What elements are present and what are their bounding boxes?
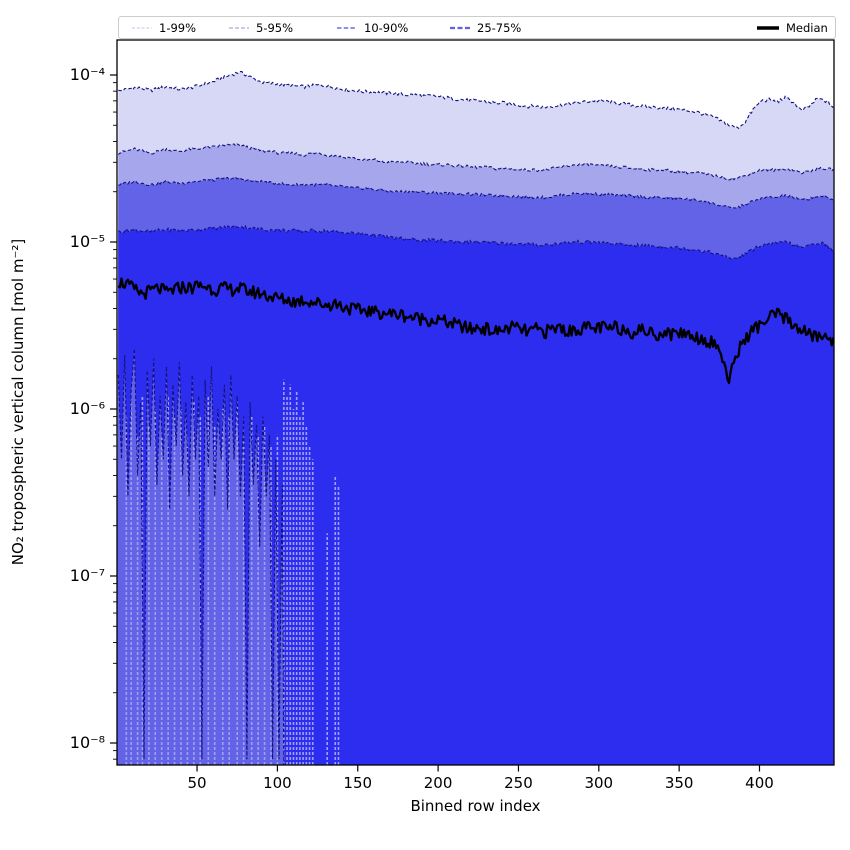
edge-25-lower [117, 348, 285, 765]
y-tick-label: 10⁻⁴ [70, 65, 105, 84]
y-tick-label: 10⁻⁶ [70, 399, 105, 418]
legend-swatch-1-99-icon [131, 25, 153, 31]
edge-99 [118, 71, 834, 130]
plot-area [117, 71, 834, 765]
y-tick-label: 10⁻⁵ [70, 232, 105, 251]
legend-label-1-99: 1-99% [159, 20, 197, 35]
x-tick-label: 350 [665, 774, 694, 792]
x-tick-label: 100 [263, 774, 292, 792]
x-tick-label: 200 [424, 774, 453, 792]
edge-95 [117, 143, 834, 181]
legend-swatch-25-75-icon [449, 25, 471, 31]
edge-90 [118, 176, 834, 210]
legend-swatch-median-icon [756, 25, 780, 31]
legend-item-1-99: 1-99% [131, 17, 196, 38]
legend: 1-99% 5-95% 10-90% 25-75% Median [118, 16, 836, 39]
legend-item-10-90: 10-90% [336, 17, 408, 38]
y-tick-label: 10⁻⁷ [70, 566, 105, 585]
y-axis: 10⁻⁴ 10⁻⁵ 10⁻⁶ 10⁻⁷ 10⁻⁸ [70, 65, 117, 760]
legend-label-5-95: 5-95% [256, 20, 294, 35]
x-tick-label: 400 [745, 774, 774, 792]
plot-border [116, 39, 835, 766]
legend-label-10-90: 10-90% [364, 20, 409, 35]
axes: 50 100 150 200 250 300 350 40010⁻⁴10⁻⁵10⁻⁶10⁻⁷1… [70, 39, 835, 792]
y-axis-label: NO₂ tropospheric vertical column [mol m⁻… [9, 238, 27, 566]
legend-label-median: Median [786, 20, 828, 35]
x-tick-label: 50 [188, 774, 207, 792]
band-25-75 [118, 225, 834, 765]
legend-item-5-95: 5-95% [228, 17, 293, 38]
x-axis: 50 100 150 200 250 300 350 400 [188, 765, 774, 792]
edge-75 [118, 224, 834, 260]
legend-swatch-10-90-icon [336, 25, 358, 31]
median-line [117, 277, 834, 385]
legend-label-25-75: 25-75% [477, 20, 522, 35]
x-axis-label: Binned row index [410, 797, 541, 815]
legend-item-25-75: 25-75% [449, 17, 521, 38]
legend-item-median: Median [756, 17, 828, 38]
x-tick-label: 250 [504, 774, 533, 792]
y-tick-label: 10⁻⁸ [70, 733, 105, 752]
x-tick-label: 300 [584, 774, 613, 792]
legend-swatch-5-95-icon [228, 25, 250, 31]
x-tick-label: 150 [343, 774, 372, 792]
